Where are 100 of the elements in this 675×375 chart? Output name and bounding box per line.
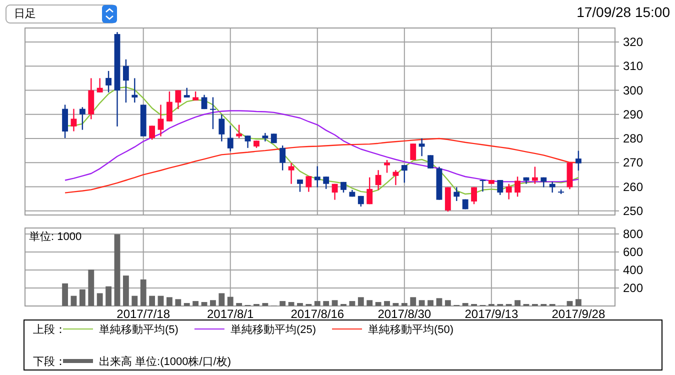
candlestick bbox=[306, 176, 312, 192]
bar bbox=[323, 301, 330, 306]
bar bbox=[410, 297, 416, 306]
y-tick-label: 260 bbox=[623, 180, 644, 194]
candlestick bbox=[62, 104, 68, 139]
candlestick bbox=[175, 90, 182, 110]
candlestick bbox=[471, 186, 477, 205]
bar bbox=[288, 302, 294, 306]
bar bbox=[140, 279, 146, 306]
candlestick bbox=[201, 94, 208, 110]
bar bbox=[62, 283, 68, 306]
candlestick bbox=[332, 183, 338, 200]
candlestick bbox=[384, 159, 390, 174]
candlestick bbox=[227, 125, 234, 152]
candlestick bbox=[428, 154, 434, 170]
candlestick bbox=[366, 176, 373, 205]
bar bbox=[514, 300, 520, 306]
candlestick bbox=[96, 78, 103, 94]
bar bbox=[436, 298, 442, 306]
bar bbox=[166, 297, 172, 306]
bar bbox=[132, 296, 138, 306]
bar bbox=[366, 300, 373, 306]
candlestick bbox=[149, 125, 156, 140]
bar bbox=[392, 303, 399, 306]
candlestick bbox=[122, 58, 129, 104]
x-tick-label: 2017/9/13 bbox=[464, 307, 518, 321]
candlestick bbox=[375, 170, 382, 191]
candlestick bbox=[79, 106, 86, 130]
bar bbox=[227, 296, 234, 306]
x-tick-label: 2017/7/18 bbox=[116, 307, 170, 321]
y-tick-label: 600 bbox=[623, 244, 644, 259]
bar bbox=[566, 301, 573, 306]
candlestick bbox=[280, 144, 286, 171]
bar bbox=[349, 301, 356, 306]
legend-title: 上段： bbox=[33, 323, 66, 336]
bar bbox=[88, 270, 94, 306]
x-tick-label: 2017/8/1 bbox=[207, 307, 254, 321]
bar bbox=[96, 293, 103, 306]
candlestick bbox=[132, 78, 138, 104]
bar bbox=[106, 286, 112, 306]
bar bbox=[114, 234, 120, 306]
y-tick-label: 290 bbox=[623, 107, 644, 122]
candlestick bbox=[454, 186, 460, 202]
y-tick-label: 800 bbox=[623, 226, 644, 241]
candlestick bbox=[244, 135, 251, 149]
candlestick bbox=[184, 87, 190, 98]
candlestick bbox=[549, 181, 556, 194]
y-tick-label: 200 bbox=[623, 280, 644, 295]
y-tick-label: 270 bbox=[623, 156, 644, 170]
bar bbox=[418, 300, 425, 306]
bar bbox=[358, 297, 364, 306]
annotation: 単位: 1000 bbox=[29, 231, 82, 243]
legend-title: 下段： bbox=[33, 356, 66, 368]
candlestick bbox=[506, 183, 512, 200]
candlestick bbox=[532, 166, 538, 184]
candlestick bbox=[70, 108, 77, 132]
legend-label: 出来高 単位:(1000株/口/枚) bbox=[99, 355, 232, 368]
bar bbox=[192, 301, 199, 306]
bar bbox=[79, 289, 86, 306]
bar bbox=[70, 296, 77, 306]
y-tick-label: 310 bbox=[623, 59, 644, 74]
x-tick-label: 2017/8/16 bbox=[290, 307, 344, 321]
candlestick bbox=[418, 138, 425, 157]
candlestick bbox=[314, 166, 320, 188]
candlestick bbox=[236, 124, 242, 139]
y-tick-label: 250 bbox=[623, 204, 644, 218]
bar bbox=[218, 293, 225, 306]
bar bbox=[428, 300, 434, 306]
bar bbox=[210, 300, 216, 306]
bar bbox=[444, 300, 451, 306]
y-tick-label: 300 bbox=[623, 83, 644, 98]
candlestick bbox=[158, 104, 164, 137]
bar bbox=[236, 303, 242, 306]
x-tick-label: 2017/9/28 bbox=[552, 307, 606, 321]
bar bbox=[314, 301, 320, 306]
bar bbox=[175, 299, 182, 306]
bar bbox=[122, 276, 129, 306]
candlestick bbox=[514, 176, 520, 198]
y-tick-label: 320 bbox=[623, 34, 644, 49]
candlestick bbox=[410, 142, 416, 161]
candlestick bbox=[323, 176, 330, 190]
candlestick bbox=[401, 164, 408, 184]
y-tick-label: 400 bbox=[623, 262, 644, 277]
candlestick bbox=[218, 114, 225, 142]
bar bbox=[262, 303, 268, 306]
bar bbox=[462, 303, 468, 306]
bar bbox=[375, 302, 382, 306]
bar bbox=[575, 299, 582, 306]
bar bbox=[149, 296, 156, 306]
legend-label: 単純移動平均(25) bbox=[230, 324, 316, 336]
candlestick bbox=[444, 186, 451, 212]
y-tick-label: 280 bbox=[623, 132, 644, 146]
text: 17/09/28 15:00 bbox=[576, 4, 670, 20]
bar bbox=[401, 303, 408, 306]
candlestick bbox=[297, 178, 303, 192]
bar bbox=[332, 300, 338, 306]
candlestick bbox=[106, 70, 112, 94]
bar bbox=[280, 301, 286, 306]
x-tick-label: 2017/8/30 bbox=[378, 307, 432, 321]
candlestick bbox=[497, 179, 504, 196]
